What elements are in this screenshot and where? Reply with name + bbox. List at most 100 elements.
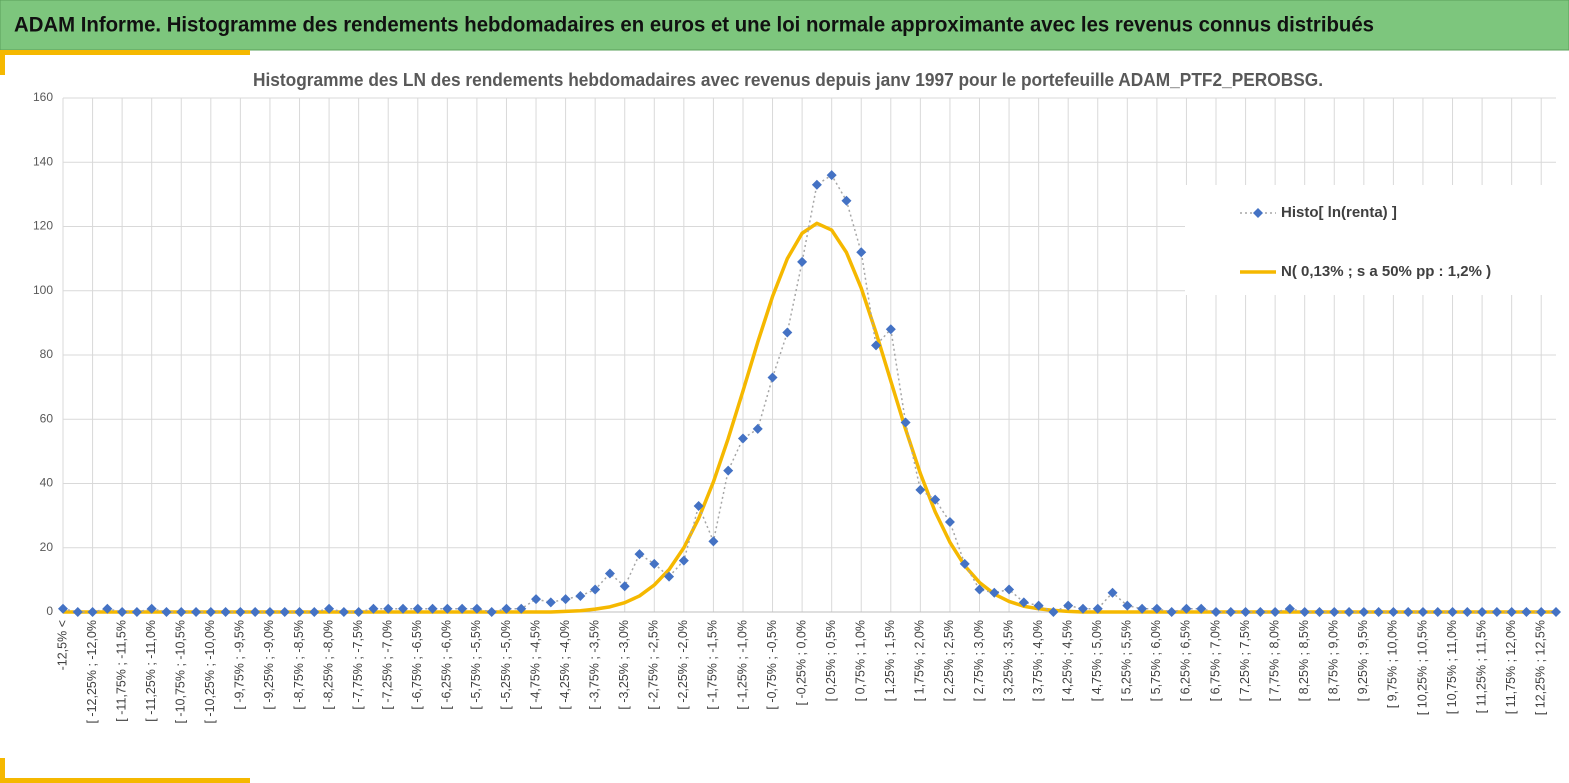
y-tick-label: 40 [40, 476, 54, 490]
x-tick-label: [ -5,25% ; -5,0% [499, 620, 513, 710]
banner-title: ADAM Informe. Histogramme des rendements… [14, 14, 1374, 37]
x-tick-label: [ 5,25% ; 5,5% [1120, 620, 1134, 701]
x-tick-label: [ -8,75% ; -8,5% [292, 620, 306, 710]
marker [900, 417, 911, 428]
marker [1196, 603, 1207, 614]
marker [619, 581, 630, 592]
x-tick-label: [ 12,25% ; 12,5% [1534, 620, 1548, 715]
x-tick-label: [ 1,25% ; 1,5% [883, 620, 897, 701]
marker [1491, 607, 1502, 617]
x-tick-label: [ 9,75% ; 10,0% [1386, 620, 1400, 708]
x-tick-label: [ -1,75% ; -1,5% [706, 620, 720, 710]
marker [959, 558, 970, 569]
marker [1122, 600, 1133, 611]
x-tick-label: [ 0,75% ; 1,0% [854, 620, 868, 701]
x-tick-label: [ 11,75% ; 12,0% [1504, 620, 1518, 714]
marker [72, 607, 83, 617]
marker [782, 327, 793, 338]
marker [649, 558, 660, 569]
x-tick-label: [ 3,75% ; 4,0% [1031, 620, 1045, 701]
x-tick-label: [ 7,75% ; 8,0% [1267, 620, 1281, 701]
x-tick-label: [ 11,25% ; 11,5% [1474, 620, 1488, 713]
x-tick-label: [ 2,25% ; 2,5% [942, 620, 956, 701]
x-tick-label: [ 2,75% ; 3,0% [972, 620, 986, 701]
marker [1107, 587, 1118, 598]
x-tick-label: [ -2,25% ; -2,0% [676, 620, 690, 710]
x-tick-label: -12,5% < [55, 620, 69, 670]
marker [117, 607, 128, 617]
marker [1018, 597, 1029, 608]
x-tick-label: [ -4,75% ; -4,5% [528, 620, 542, 710]
marker [575, 590, 586, 601]
x-tick-label: [ -6,75% ; -6,5% [410, 620, 424, 710]
x-tick-label: [ -7,25% ; -7,0% [381, 620, 395, 710]
legend-label: N( 0,13% ; s a 50% pp : 1,2% ) [1281, 263, 1491, 280]
marker [1240, 607, 1251, 617]
x-tick-label: [ 7,25% ; 7,5% [1238, 620, 1252, 701]
marker [1373, 607, 1384, 617]
marker [531, 594, 542, 605]
x-tick-label: [ -4,25% ; -4,0% [558, 620, 572, 710]
marker [1447, 607, 1458, 617]
marker [737, 433, 748, 444]
marker [752, 423, 763, 434]
marker [338, 607, 349, 617]
banner [0, 0, 1569, 51]
x-tick-label: [ -2,75% ; -2,5% [647, 620, 661, 710]
marker [989, 587, 1000, 598]
marker [205, 607, 216, 617]
x-tick-label: [ -9,75% ; -9,5% [233, 620, 247, 710]
marker [634, 549, 645, 560]
marker [1225, 607, 1236, 617]
marker [664, 571, 675, 582]
marker [1521, 607, 1532, 617]
marker [457, 603, 468, 614]
x-tick-label: [ -0,25% ; 0,0% [794, 620, 808, 705]
marker [693, 500, 704, 511]
y-tick-label: 100 [33, 283, 53, 297]
marker [708, 536, 719, 547]
x-tick-label: [ 0,25% ; 0,5% [824, 620, 838, 701]
x-tick-label: [ 5,75% ; 6,0% [1149, 620, 1163, 701]
y-tick-label: 120 [33, 219, 53, 233]
marker [560, 594, 571, 605]
x-tick-label: [ 4,25% ; 4,5% [1060, 620, 1074, 701]
y-tick-label: 160 [33, 90, 53, 104]
marker [324, 603, 335, 614]
y-tick-label: 140 [33, 154, 53, 168]
marker [412, 603, 423, 614]
marker [383, 603, 394, 614]
x-tick-label: [ -1,25% ; -1,0% [735, 620, 749, 710]
x-tick-label: [ -11,25% ; -11,0% [144, 620, 158, 722]
x-tick-label: [ -3,75% ; -3,5% [587, 620, 601, 710]
marker [1329, 607, 1340, 617]
marker [191, 607, 202, 617]
marker [397, 603, 408, 614]
x-tick-label: [ 1,75% ; 2,0% [913, 620, 927, 701]
accent [0, 50, 250, 55]
x-tick-label: [ 6,25% ; 6,5% [1179, 620, 1193, 701]
marker [1299, 607, 1310, 617]
marker [1151, 603, 1162, 614]
marker [161, 607, 172, 617]
y-tick-label: 20 [40, 540, 54, 554]
marker [1388, 607, 1399, 617]
accent [0, 778, 250, 783]
marker [1211, 607, 1222, 617]
marker [1551, 607, 1561, 617]
x-tick-label: [ 3,25% ; 3,5% [1001, 620, 1015, 701]
marker [841, 195, 852, 206]
x-tick-label: [ 8,75% ; 9,0% [1327, 620, 1341, 701]
marker [930, 494, 941, 505]
marker [427, 603, 438, 614]
marker [826, 170, 837, 181]
x-tick-label: [ 4,75% ; 5,0% [1090, 620, 1104, 701]
x-tick-label: [ -11,75% ; -11,5% [114, 620, 128, 722]
marker [442, 603, 453, 614]
marker [516, 603, 527, 614]
marker [1033, 600, 1044, 611]
marker [294, 607, 305, 617]
marker [871, 340, 882, 351]
marker [1181, 603, 1192, 614]
marker [146, 603, 157, 614]
